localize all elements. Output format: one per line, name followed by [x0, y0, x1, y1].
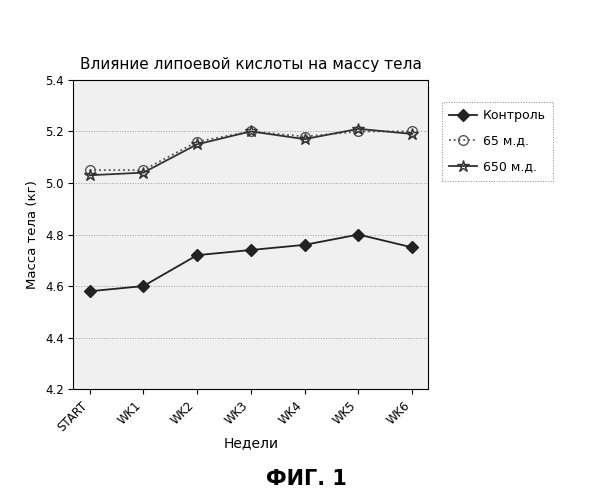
Контроль	[140, 283, 147, 289]
Контроль	[86, 288, 93, 294]
65 м.д.	[193, 139, 201, 145]
65 м.д.	[355, 128, 362, 134]
Title: Влияние липоевой кислоты на массу тела: Влияние липоевой кислоты на массу тела	[80, 57, 422, 72]
650 м.д.	[193, 141, 201, 147]
Контроль	[193, 252, 201, 258]
Контроль	[355, 232, 362, 238]
65 м.д.	[301, 134, 308, 140]
Legend: Контроль, 65 м.д., 650 м.д.: Контроль, 65 м.д., 650 м.д.	[442, 102, 553, 181]
Line: 650 м.д.: 650 м.д.	[83, 123, 419, 182]
Y-axis label: Масса тела (кг): Масса тела (кг)	[26, 180, 39, 289]
650 м.д.	[140, 170, 147, 176]
Контроль	[409, 245, 416, 250]
65 м.д.	[140, 167, 147, 173]
Line: Контроль: Контроль	[86, 231, 416, 295]
650 м.д.	[247, 128, 255, 134]
65 м.д.	[247, 128, 255, 134]
650 м.д.	[409, 131, 416, 137]
65 м.д.	[409, 128, 416, 134]
Контроль	[301, 242, 308, 248]
X-axis label: Недели: Недели	[223, 437, 278, 451]
65 м.д.	[86, 167, 93, 173]
Line: 65 м.д.: 65 м.д.	[84, 127, 417, 175]
650 м.д.	[355, 126, 362, 132]
650 м.д.	[86, 172, 93, 178]
Контроль	[247, 247, 255, 253]
Text: ФИГ. 1: ФИГ. 1	[266, 469, 346, 489]
650 м.д.	[301, 136, 308, 142]
